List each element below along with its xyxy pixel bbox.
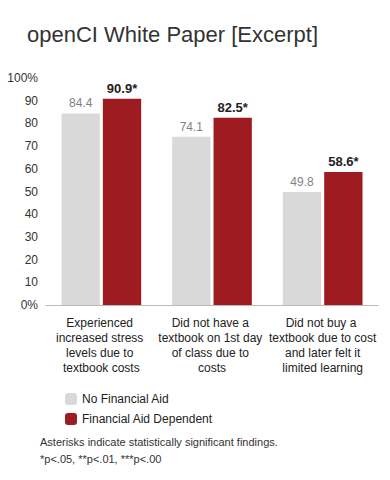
- svg-text:of class due to: of class due to: [172, 346, 253, 360]
- svg-text:58.6*: 58.6*: [328, 154, 359, 169]
- svg-text:80: 80: [25, 116, 39, 130]
- svg-text:82.5*: 82.5*: [217, 100, 248, 115]
- svg-text:costs: costs: [198, 361, 226, 375]
- svg-text:Did not buy a: Did not buy a: [286, 316, 360, 330]
- svg-text:No Financial Aid: No Financial Aid: [82, 392, 169, 406]
- svg-text:Experienced: Experienced: [66, 316, 136, 330]
- svg-text:*p<.05, **p<.01, ***p<.00: *p<.05, **p<.01, ***p<.00: [40, 453, 161, 465]
- svg-text:40: 40: [25, 207, 39, 221]
- svg-text:60: 60: [25, 162, 39, 176]
- svg-text:textbook on 1st day: textbook on 1st day: [158, 331, 265, 345]
- svg-text:30: 30: [25, 230, 39, 244]
- svg-text:Did not have a: Did not have a: [172, 316, 253, 330]
- svg-text:100%: 100%: [7, 71, 38, 85]
- svg-text:textbook due to cost: textbook due to cost: [269, 331, 377, 345]
- svg-text:textbook costs: textbook costs: [63, 361, 140, 375]
- svg-text:openCI White Paper [Excerpt]: openCI White Paper [Excerpt]: [27, 22, 318, 47]
- svg-text:increased stress: increased stress: [56, 331, 147, 345]
- svg-text:90.9*: 90.9*: [107, 81, 138, 96]
- svg-text:Asterisks indicate statistical: Asterisks indicate statistically signifi…: [40, 436, 278, 448]
- svg-text:0%: 0%: [21, 298, 39, 312]
- svg-text:Financial Aid Dependent: Financial Aid Dependent: [82, 412, 213, 426]
- svg-text:74.1: 74.1: [180, 120, 204, 134]
- svg-text:90: 90: [25, 94, 39, 108]
- svg-text:20: 20: [25, 253, 39, 267]
- svg-text:10: 10: [25, 275, 39, 289]
- svg-text:limited learning: limited learning: [282, 361, 363, 375]
- svg-text:levels due to: levels due to: [66, 346, 137, 360]
- svg-text:and later felt it: and later felt it: [282, 346, 364, 360]
- svg-text:70: 70: [25, 139, 39, 153]
- svg-text:50: 50: [25, 185, 39, 199]
- svg-text:84.4: 84.4: [69, 96, 93, 110]
- svg-text:49.8: 49.8: [290, 175, 314, 189]
